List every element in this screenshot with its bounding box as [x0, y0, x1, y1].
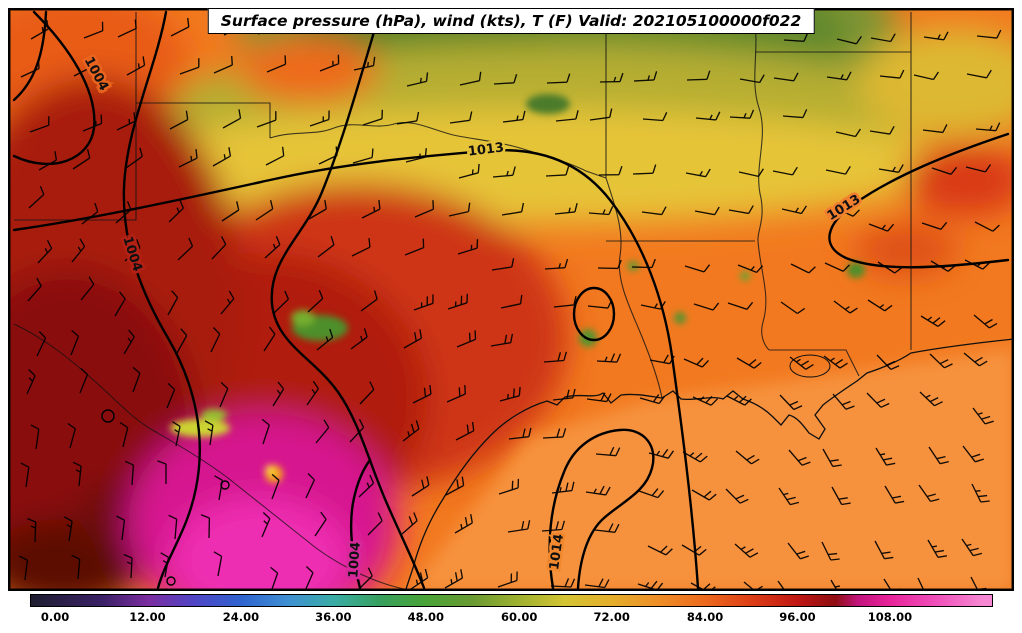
- colorbar: 0.00 12.00 24.00 36.00 48.00 60.00 72.00 84.00 9…: [30, 594, 993, 628]
- map-title-text: Surface pressure (hPa), wind (kts), T (F…: [220, 12, 802, 30]
- colorbar-tick: 108.00: [867, 610, 913, 624]
- isobar-label: 1004: [346, 541, 363, 578]
- colorbar-tick: 48.00: [407, 610, 444, 624]
- colorbar-gradient: [30, 594, 993, 607]
- colorbar-tick: 96.00: [779, 610, 816, 624]
- colorbar-tick: 12.00: [129, 610, 166, 624]
- coastline: [405, 338, 1014, 590]
- colorbar-tick: 0.00: [40, 610, 70, 624]
- colorbar-tick-labels: 0.00 12.00 24.00 36.00 48.00 60.00 72.00 84.00 9…: [30, 610, 993, 628]
- map-area: 1004 1004 1013 1013 1004 1014 Surface pressur…: [8, 8, 1014, 591]
- colorbar-tick: 24.00: [222, 610, 260, 624]
- colorbar-tick: 72.00: [593, 610, 630, 624]
- wind-barbs-layer: [19, 15, 1002, 591]
- colorbar-tick: 36.00: [315, 610, 352, 624]
- colorbar-tick: 84.00: [686, 610, 724, 624]
- colorbar-tick: 60.00: [501, 610, 538, 624]
- state-borders: [14, 11, 912, 399]
- map-title: Surface pressure (hPa), wind (kts), T (F…: [207, 8, 815, 34]
